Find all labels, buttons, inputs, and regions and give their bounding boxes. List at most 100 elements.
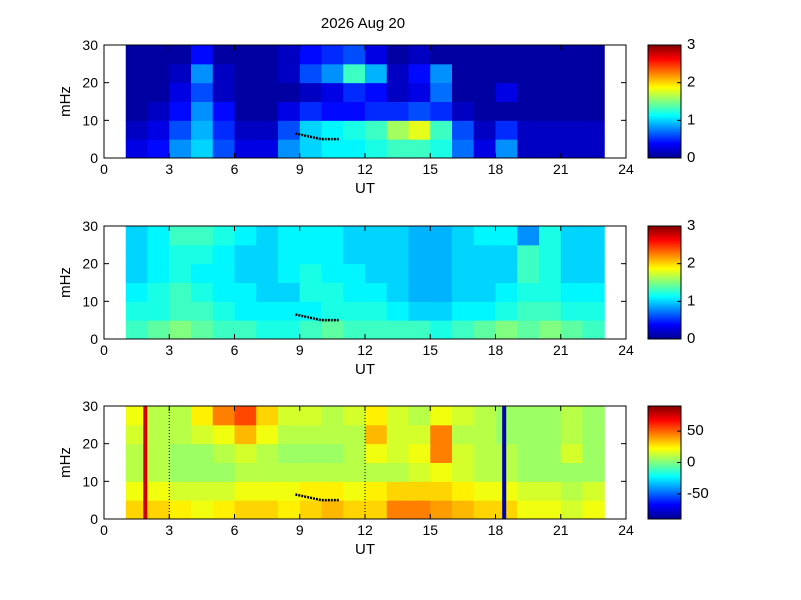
- heatmap-cell: [582, 301, 605, 321]
- colorbar: [647, 44, 682, 159]
- heatmap-cell: [212, 481, 235, 501]
- heatmap-cell: [430, 282, 453, 302]
- heatmap-cell: [430, 45, 453, 65]
- heatmap-cell: [125, 282, 148, 302]
- heatmap-cell: [386, 101, 409, 121]
- heatmap-cell: [408, 500, 431, 520]
- chart-title: 2026 Aug 20: [321, 15, 405, 32]
- x-axis-label: UT: [355, 361, 375, 378]
- heatmap-cell: [539, 320, 562, 340]
- heatmap-cell: [365, 263, 388, 283]
- heatmap-cell: [191, 139, 214, 159]
- heatmap-cell: [234, 226, 257, 246]
- heatmap-cell: [386, 82, 409, 102]
- heatmap-cell: [365, 406, 388, 426]
- heatmap-cell: [147, 63, 170, 84]
- heatmap-cell: [256, 500, 279, 520]
- heatmap-cell: [517, 462, 540, 482]
- heatmap-cell: [169, 63, 192, 84]
- heatmap-cell: [386, 263, 409, 283]
- heatmap-cell: [517, 500, 540, 520]
- heatmap-cell: [539, 282, 562, 302]
- heatmap-cell: [212, 226, 235, 246]
- heatmap-cell: [234, 120, 257, 140]
- heatmap-cell: [473, 500, 496, 520]
- heatmap-cell: [517, 82, 540, 102]
- heatmap-cell: [147, 481, 170, 501]
- heatmap-cell: [582, 63, 605, 84]
- heatmap-cell: [386, 139, 409, 159]
- heatmap-cell: [169, 320, 192, 340]
- heatmap-cell: [495, 406, 518, 426]
- heatmap-cell: [386, 424, 409, 445]
- heatmap-cell: [495, 500, 518, 520]
- heatmap-cell: [147, 45, 170, 65]
- heatmap-cell: [299, 139, 322, 159]
- heatmap-cell: [212, 282, 235, 302]
- heatmap-cell: [582, 443, 605, 463]
- heatmap-cell: [212, 500, 235, 520]
- trace-line: [295, 313, 339, 322]
- heatmap-cell: [452, 443, 475, 463]
- heatmap-cell: [539, 226, 562, 246]
- heatmap-cell: [191, 320, 214, 340]
- heatmap-cell: [408, 63, 431, 84]
- heatmap-cell: [517, 443, 540, 463]
- heatmap-cell: [343, 282, 366, 302]
- y-tick-label: 0: [90, 511, 98, 527]
- colorbar-tick-label: 0: [687, 149, 695, 166]
- heatmap-cell: [234, 139, 257, 159]
- heatmap-cell: [256, 263, 279, 283]
- heatmap-cell: [452, 424, 475, 445]
- heatmap-cell: [212, 462, 235, 482]
- y-tick-label: 10: [82, 112, 98, 128]
- heatmap-cell: [495, 462, 518, 482]
- heatmap-cell: [147, 462, 170, 482]
- heatmap-cell: [234, 82, 257, 102]
- y-tick-label: 10: [82, 473, 98, 489]
- heatmap-cell: [169, 424, 192, 445]
- heatmap-cell: [473, 481, 496, 501]
- y-tick-label: 30: [82, 37, 98, 53]
- heatmap-cell: [125, 82, 148, 102]
- heatmap-cell: [147, 406, 170, 426]
- heatmap-cell: [539, 462, 562, 482]
- colorbar-tick-label: 1: [687, 111, 695, 128]
- heatmap-cell: [212, 301, 235, 321]
- heatmap-cell: [582, 244, 605, 265]
- heatmap-cell: [495, 63, 518, 84]
- heatmap-cell: [386, 481, 409, 501]
- heatmap-cell: [517, 139, 540, 159]
- heatmap-cell: [582, 139, 605, 159]
- heatmap-cell: [299, 45, 322, 65]
- heatmap-cell: [560, 139, 583, 159]
- x-axis-label: UT: [355, 541, 375, 558]
- heatmap-cell: [408, 120, 431, 140]
- x-tick-label: 21: [553, 161, 569, 177]
- heatmap-cell: [386, 244, 409, 265]
- colorbar: [647, 405, 682, 520]
- heatmap-cell: [191, 462, 214, 482]
- heatmap-cell: [430, 101, 453, 121]
- heatmap-cell: [321, 120, 344, 140]
- heatmap-cell: [234, 462, 257, 482]
- heatmap-cell: [495, 120, 518, 140]
- colorbar: [647, 225, 682, 340]
- heatmap-cell: [560, 45, 583, 65]
- heatmap-cell: [234, 320, 257, 340]
- x-tick-label: 15: [422, 522, 438, 538]
- heatmap-cell: [191, 63, 214, 84]
- heatmap-cell: [452, 500, 475, 520]
- heatmap-cell: [430, 443, 453, 463]
- heatmap-cell: [365, 462, 388, 482]
- heatmap-cell: [365, 320, 388, 340]
- heatmap-cell: [169, 45, 192, 65]
- heatmap-cell: [365, 63, 388, 84]
- heatmap-cell: [430, 82, 453, 102]
- heatmap-cell: [495, 226, 518, 246]
- heatmap-cell: [321, 282, 344, 302]
- heatmap-cell: [169, 301, 192, 321]
- heatmap-cell: [343, 82, 366, 102]
- heatmap-cell: [125, 320, 148, 340]
